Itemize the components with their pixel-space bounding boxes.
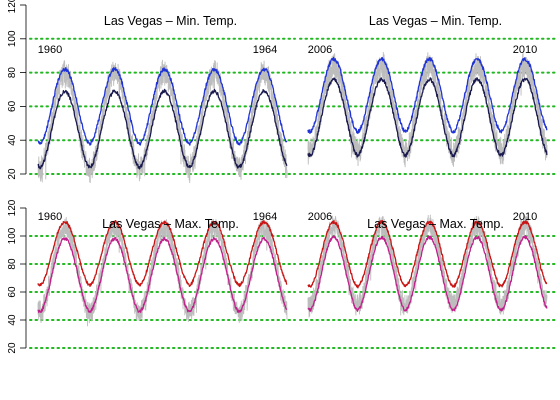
- chart-panel-1: 20 40 60 80 100 120 Las Vegas – Min. Temp. 1960…: [7, 0, 296, 184]
- end-year-label: 1964: [253, 44, 277, 56]
- start-year-label: 1960: [38, 211, 62, 223]
- series-upper-curve: [37, 219, 288, 288]
- series-upper-curve: [307, 219, 548, 289]
- series-upper-curve: [37, 66, 288, 146]
- y-tick-label: 60: [7, 100, 18, 112]
- end-year-label: 1964: [253, 211, 277, 223]
- y-tick-label: 80: [7, 258, 18, 270]
- series-lower-curve: [37, 88, 288, 170]
- series-lower-curve: [37, 236, 288, 314]
- series-lower-curve: [307, 235, 548, 312]
- start-year-label: 2006: [308, 44, 332, 56]
- y-tick-label: 120: [7, 199, 18, 216]
- panel-title: Las Vegas – Min. Temp.: [104, 14, 237, 28]
- chart-panel-4: Las Vegas – Max. Temp. 2006 2010: [299, 211, 556, 349]
- y-tick-label: 120: [7, 0, 18, 13]
- panel-title: Las Vegas – Max. Temp.: [367, 217, 504, 231]
- start-year-label: 1960: [38, 44, 62, 56]
- y-tick-label: 40: [7, 314, 18, 326]
- y-tick-label: 100: [7, 227, 18, 244]
- series-upper-curve: [307, 56, 548, 135]
- y-tick-label: 20: [7, 168, 18, 180]
- y-tick-label: 40: [7, 134, 18, 146]
- chart-panel-3: 20 40 60 80 100 120 Las Vegas – Max. Temp. 1960…: [7, 199, 296, 354]
- y-tick-label: 20: [7, 342, 18, 354]
- series-daily-observations: [37, 59, 288, 184]
- panel-title: Las Vegas – Min. Temp.: [369, 14, 502, 28]
- end-year-label: 2010: [513, 44, 537, 56]
- end-year-label: 2010: [513, 211, 537, 223]
- y-tick-label: 60: [7, 286, 18, 298]
- series-daily-observations: [37, 217, 288, 327]
- series-lower-curve: [307, 77, 548, 158]
- panel-title: Las Vegas – Max. Temp.: [102, 217, 239, 231]
- start-year-label: 2006: [308, 211, 332, 223]
- chart-panel-2: Las Vegas – Min. Temp. 2006 2010: [299, 14, 556, 175]
- y-tick-label: 100: [7, 30, 18, 47]
- y-tick-label: 80: [7, 67, 18, 79]
- series-daily-observations: [307, 51, 548, 168]
